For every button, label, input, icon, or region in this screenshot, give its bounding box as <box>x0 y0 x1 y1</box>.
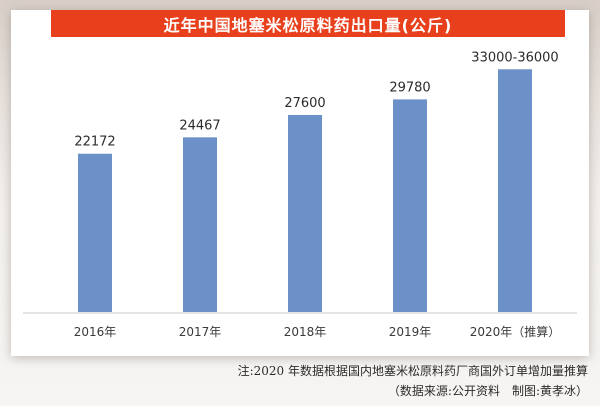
data-label-3: 29780 <box>389 80 430 95</box>
bar-2 <box>288 114 322 312</box>
data-label-1: 24467 <box>179 118 220 133</box>
x-tick-label-2: 2018年 <box>284 325 327 339</box>
bar-0 <box>78 153 112 312</box>
x-tick-label-0: 2016年 <box>74 325 117 339</box>
footnote-credits: （数据来源:公开资料 制图:黄孝冰） <box>387 384 588 398</box>
bar-4 <box>498 69 532 313</box>
bar-1 <box>183 137 217 312</box>
data-label-2: 27600 <box>284 96 325 111</box>
bar-3 <box>393 99 427 312</box>
x-tick-label-3: 2019年 <box>389 325 432 339</box>
chart-panel: 近年中国地塞米松原料药出口量(公斤) 22172 2016年 24467 2017年 2… <box>11 10 589 356</box>
data-label-0: 22172 <box>74 135 115 150</box>
footnote-source-method: 注:2020 年数据根据国内地塞米松原料药厂商国外订单增加量推算 <box>237 364 588 378</box>
chart-title-band: 近年中国地塞米松原料药出口量(公斤) <box>51 10 565 37</box>
x-tick-label-1: 2017年 <box>179 325 222 339</box>
bar-chart: 22172 2016年 24467 2017年 27600 2018年 29780 2019年… <box>23 50 577 339</box>
data-label-4: 33000-36000 <box>471 50 558 65</box>
chart-title: 近年中国地塞米松原料药出口量(公斤) <box>163 15 453 35</box>
x-tick-label-4: 2020年（推算） <box>470 324 561 339</box>
